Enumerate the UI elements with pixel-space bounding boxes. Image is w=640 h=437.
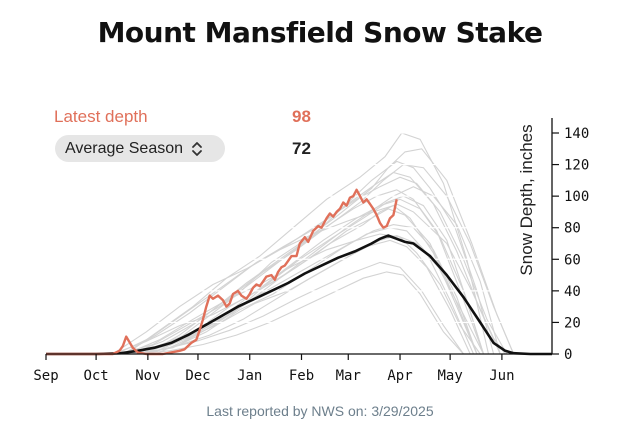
history-season-line xyxy=(46,198,485,355)
season-value: 72 xyxy=(292,139,311,158)
history-season-line xyxy=(46,189,485,355)
y-tick-label: 140 xyxy=(564,126,589,142)
history-season-line xyxy=(46,148,515,355)
chevron-up-down-icon xyxy=(192,141,202,156)
x-tick-label: Feb xyxy=(289,368,314,384)
footer-note: Last reported by NWS on: 3/29/2025 xyxy=(206,403,434,419)
history-season-line xyxy=(46,204,478,355)
x-tick-label: May xyxy=(437,368,462,384)
y-tick-label: 80 xyxy=(564,221,581,237)
history-season-line xyxy=(46,164,515,355)
x-tick-label: Jan xyxy=(237,368,262,384)
x-tick-label: Dec xyxy=(185,368,210,384)
x-tick-label: Jun xyxy=(489,368,514,384)
latest-depth-line xyxy=(46,188,398,356)
x-tick-label: Oct xyxy=(83,368,108,384)
x-tick-label: Apr xyxy=(387,368,412,384)
x-tick-label: Nov xyxy=(135,368,160,384)
average-season-line xyxy=(46,234,552,356)
history-season-line xyxy=(46,195,485,355)
x-tick-label: Mar xyxy=(336,368,361,384)
chart-title: Mount Mansfield Snow Stake xyxy=(97,16,543,49)
y-tick-label: 0 xyxy=(564,347,572,363)
history-season-line xyxy=(46,233,481,355)
season-select[interactable]: Average Season xyxy=(55,135,225,162)
y-tick-label: 100 xyxy=(564,189,589,205)
history-season-line xyxy=(46,160,495,355)
y-tick-label: 60 xyxy=(564,252,581,268)
latest-depth-label: Latest depth xyxy=(54,107,148,126)
history-season-line xyxy=(46,186,501,355)
history-season-line xyxy=(46,239,471,355)
latest-depth-value: 98 xyxy=(292,107,311,126)
y-tick-label: 40 xyxy=(564,284,581,300)
season-select-label: Average Season xyxy=(65,139,184,157)
history-season-line xyxy=(46,261,464,355)
history-season-line xyxy=(46,224,478,355)
y-axis-label: Snow Depth, inches xyxy=(517,124,536,275)
x-tick-label: Sep xyxy=(33,368,58,384)
history-season-line xyxy=(46,271,464,355)
y-tick-label: 120 xyxy=(564,158,589,174)
y-tick-label: 20 xyxy=(564,315,581,331)
history-season-line xyxy=(46,132,490,355)
